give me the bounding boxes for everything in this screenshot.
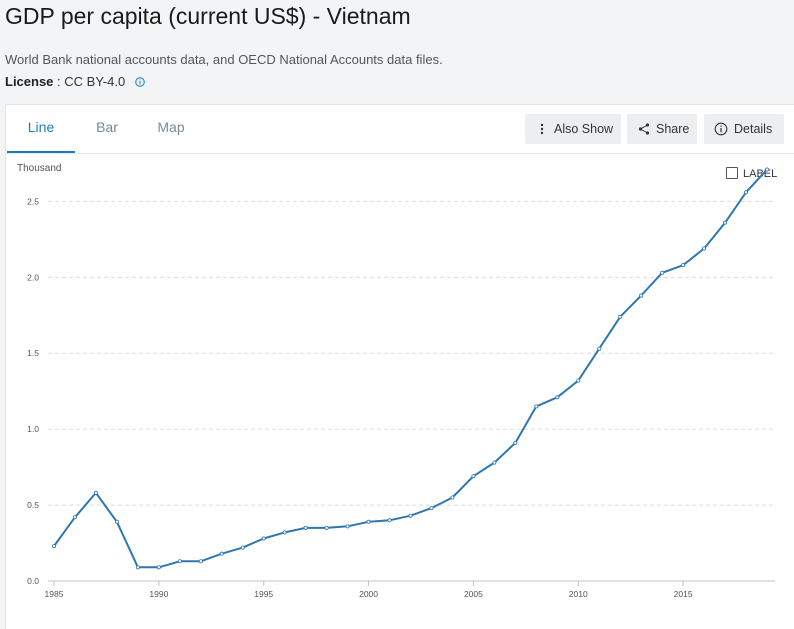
x-tick-label: 2000 <box>359 589 378 599</box>
data-point <box>555 395 560 400</box>
info-icon[interactable] <box>135 77 145 87</box>
license-line: License : CC BY-4.0 <box>5 74 145 89</box>
tab-bar: Line Bar Map Also Show Share Details <box>6 105 794 154</box>
data-point <box>576 378 581 383</box>
share-label: Share <box>656 122 690 136</box>
series-line <box>53 168 768 569</box>
label-toggle-text: LABEL <box>743 168 778 180</box>
data-point <box>450 495 455 500</box>
x-tick-label: 2015 <box>674 589 693 599</box>
data-point <box>219 551 224 556</box>
source-note: World Bank national accounts data, and O… <box>5 52 443 67</box>
line-chart: Thousand 0.0 0.5 1.0 1.5 2.0 2.5 1985 1990 1995 20… <box>17 163 775 599</box>
label-toggle[interactable]: LABEL <box>726 167 777 180</box>
license-label: License <box>5 74 54 89</box>
x-tick-label: 1985 <box>45 589 64 599</box>
x-tick-label: 1995 <box>254 589 273 599</box>
details-button[interactable]: Details <box>704 114 784 144</box>
data-point <box>660 270 665 275</box>
label-checkbox[interactable] <box>726 167 738 179</box>
page-title: GDP per capita (current US$) - Vietnam <box>5 3 411 29</box>
share-button[interactable]: Share <box>627 114 697 144</box>
data-point <box>723 220 728 225</box>
data-point <box>303 525 308 530</box>
data-point <box>387 518 392 523</box>
tab-map[interactable]: Map <box>157 119 185 135</box>
y-unit-label: Thousand <box>17 163 61 174</box>
data-point <box>366 519 371 524</box>
data-point <box>345 524 350 529</box>
license-value: : CC BY-4.0 <box>53 74 126 89</box>
data-point <box>765 167 770 172</box>
tab-line[interactable]: Line <box>7 105 75 153</box>
data-point <box>282 530 287 535</box>
data-point <box>114 519 119 524</box>
data-point <box>597 346 602 351</box>
y-tick-label: 0.5 <box>27 500 39 510</box>
x-tick-label: 2005 <box>464 589 483 599</box>
data-point <box>324 525 329 530</box>
data-point <box>534 404 539 409</box>
data-point <box>93 490 98 495</box>
data-point <box>72 515 77 520</box>
data-point <box>492 460 497 465</box>
y-tick-label: 2.0 <box>27 272 39 282</box>
data-point <box>471 474 476 479</box>
data-point <box>177 559 182 564</box>
info-circle-icon <box>714 122 728 136</box>
details-label: Details <box>734 122 773 136</box>
y-tick-label: 0.0 <box>27 576 39 586</box>
y-tick-label: 2.5 <box>27 196 39 206</box>
more-vertical-icon <box>540 123 544 135</box>
y-tick-label: 1.5 <box>27 348 39 358</box>
data-point <box>261 536 266 541</box>
data-point <box>135 565 140 570</box>
data-point <box>513 440 518 445</box>
also-show-label: Also Show <box>554 122 614 136</box>
share-icon <box>638 123 650 135</box>
data-point <box>639 293 644 298</box>
data-point <box>240 545 245 550</box>
data-point <box>681 263 686 268</box>
data-point <box>744 190 749 195</box>
data-point <box>429 506 434 511</box>
data-point <box>618 314 623 319</box>
y-tick-label: 1.0 <box>27 424 39 434</box>
data-point <box>198 559 203 564</box>
data-point <box>156 565 161 570</box>
tab-bar[interactable]: Bar <box>96 119 118 135</box>
x-tick-label: 2010 <box>569 589 588 599</box>
also-show-button[interactable]: Also Show <box>525 114 621 144</box>
chart-card: Line Bar Map Also Show Share Details LAB… <box>5 104 794 629</box>
data-point <box>702 246 707 251</box>
x-tick-label: 1990 <box>149 589 168 599</box>
data-point <box>408 513 413 518</box>
data-point <box>52 544 57 549</box>
